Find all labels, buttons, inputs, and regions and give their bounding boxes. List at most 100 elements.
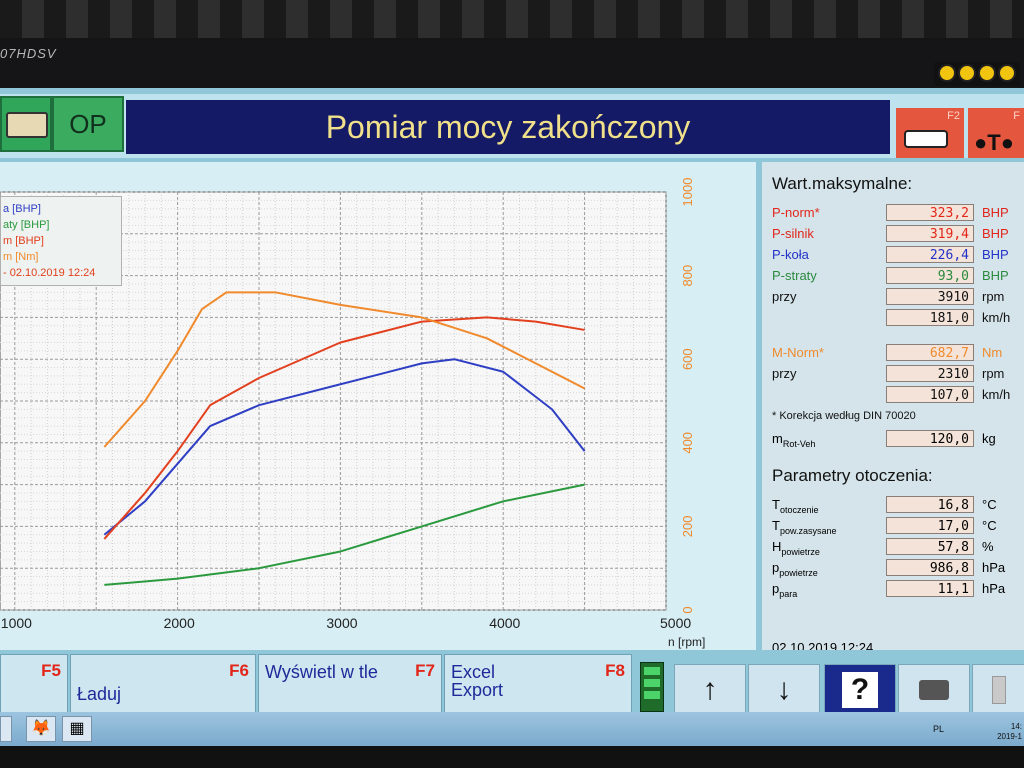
exit-button[interactable] bbox=[972, 664, 1024, 716]
environment-unit: % bbox=[982, 539, 994, 554]
f6-key-label: F6 bbox=[229, 661, 249, 680]
max-value: 682,7 bbox=[886, 344, 974, 361]
max-values-heading: Wart.maksymalne: bbox=[772, 174, 913, 193]
x-tick-label: 4000 bbox=[489, 615, 520, 631]
f7-background-button[interactable]: F7 Wyświetl w tle bbox=[258, 654, 442, 714]
environment-label: Hpowietrze bbox=[772, 539, 820, 557]
max-value-unit: BHP bbox=[982, 205, 1009, 220]
environment-row: ppowietrze 986,8 hPa bbox=[772, 559, 1022, 578]
f8-excel-export-button[interactable]: F8 Excel Export bbox=[444, 654, 632, 714]
help-icon: ? bbox=[842, 672, 878, 708]
environment-heading: Parametry otoczenia: bbox=[772, 466, 933, 485]
monitor-status-icons bbox=[934, 62, 1020, 86]
f8-label: Excel Export bbox=[451, 662, 504, 700]
max-value-unit: Nm bbox=[982, 345, 1003, 360]
car-icon bbox=[904, 130, 948, 148]
engine-button[interactable] bbox=[0, 96, 52, 152]
mass-row: mRot-Veh 120,0 kg bbox=[772, 430, 1022, 449]
x-axis-ticks: 1000 2000 3000 4000 5000 bbox=[1, 615, 692, 631]
max-value-row: M-Norm* 682,7 Nm bbox=[772, 344, 1022, 362]
plot-series bbox=[103, 291, 586, 586]
max-value-unit: BHP bbox=[982, 226, 1009, 241]
mass-label: mRot-Veh bbox=[772, 431, 816, 449]
f7-label: Wyświetl w tle bbox=[265, 662, 378, 682]
language-indicator[interactable]: PL bbox=[932, 724, 944, 734]
environment-row: Totoczenie 16,8 °C bbox=[772, 496, 1022, 515]
x-tick-label: 1000 bbox=[1, 615, 32, 631]
y-tick-label: 200 bbox=[680, 516, 695, 538]
max-value: 319,4 bbox=[886, 225, 974, 242]
environment-value: 17,0 bbox=[886, 517, 974, 534]
max-value-unit: km/h bbox=[982, 310, 1011, 325]
max-value-row: P-silnik 319,4 BHP bbox=[772, 225, 1022, 243]
correction-note: * Korekcja według DIN 70020 bbox=[772, 410, 916, 422]
max-value: 2310 bbox=[886, 365, 974, 382]
environment-label: ppara bbox=[772, 581, 798, 599]
series-line bbox=[104, 483, 585, 586]
x-tick-label: 3000 bbox=[326, 615, 357, 631]
status-led-indicator bbox=[640, 662, 664, 712]
op-button[interactable]: OP bbox=[52, 96, 124, 152]
y-tick-label: 400 bbox=[680, 432, 695, 454]
monitor-model-label: 07HDSV bbox=[0, 46, 57, 61]
legend-entry: m [BHP] bbox=[3, 235, 44, 247]
help-button[interactable]: ? bbox=[824, 664, 896, 716]
environment-value: 57,8 bbox=[886, 538, 974, 555]
x-axis-label: n [rpm] bbox=[668, 635, 705, 649]
environment-row: Hpowietrze 57,8% bbox=[772, 538, 1022, 557]
y-tick-label: 0 bbox=[680, 606, 695, 613]
max-value: 107,0 bbox=[886, 386, 974, 403]
environment-row: ppara 11,1 hPa bbox=[772, 580, 1022, 599]
rollers-icon: ●T● bbox=[974, 130, 1015, 155]
x-tick-label: 5000 bbox=[660, 615, 691, 631]
max-value-unit: rpm bbox=[982, 289, 1005, 304]
environment-row: Tpow.zasysane 17,0 °C bbox=[772, 517, 1022, 536]
max-value: 93,0 bbox=[886, 267, 974, 284]
f5-button[interactable]: F5 bbox=[0, 654, 68, 714]
max-value-row: przy 3910 rpm bbox=[772, 288, 1022, 306]
legend-entry: a [BHP] bbox=[3, 203, 41, 215]
environment-value: 16,8 bbox=[886, 496, 974, 513]
monitor-bottom-bezel bbox=[0, 746, 1024, 768]
environment-label: Totoczenie bbox=[772, 497, 819, 515]
max-value-unit: BHP bbox=[982, 268, 1009, 283]
max-value-label: P-norm* bbox=[772, 205, 820, 220]
legend-entry: m [Nm] bbox=[3, 251, 39, 263]
x-tick-label: 2000 bbox=[164, 615, 195, 631]
f2-vehicle-button[interactable]: F2 bbox=[896, 108, 964, 158]
max-value-row: przy 2310 rpm bbox=[772, 365, 1022, 383]
taskbar-start[interactable] bbox=[0, 716, 12, 742]
page-title: Pomiar mocy zakończony bbox=[126, 100, 890, 154]
engine-icon bbox=[6, 112, 48, 138]
max-value-label: M-Norm* bbox=[772, 345, 824, 360]
taskbar-clock: 14: 2019-1 bbox=[997, 722, 1022, 741]
print-button[interactable] bbox=[898, 664, 970, 716]
chart-legend: a [BHP] aty [BHP] m [BHP] m [Nm] - 02.10.201… bbox=[0, 196, 122, 286]
printer-icon bbox=[919, 680, 949, 700]
max-value: 226,4 bbox=[886, 246, 974, 263]
windows-taskbar bbox=[0, 712, 1024, 748]
firefox-icon[interactable]: 🦊 bbox=[26, 716, 56, 742]
f2-key-label: F2 bbox=[947, 110, 960, 122]
environment-unit: °C bbox=[982, 518, 997, 533]
environment-label: Tpow.zasysane bbox=[772, 518, 837, 536]
app-icon[interactable]: ▦ bbox=[62, 716, 92, 742]
max-value: 3910 bbox=[886, 288, 974, 305]
series-line bbox=[103, 291, 586, 448]
max-value-label: P-silnik bbox=[772, 226, 814, 241]
series-line bbox=[103, 316, 585, 540]
environment-unit: hPa bbox=[982, 581, 1006, 596]
y-tick-label: 800 bbox=[680, 265, 695, 287]
y-tick-label: 600 bbox=[680, 348, 695, 370]
f3-rollers-button[interactable]: F ●T● bbox=[968, 108, 1024, 158]
f6-load-button[interactable]: F6 Ładuj bbox=[70, 654, 256, 714]
f6-label: Ładuj bbox=[77, 684, 122, 704]
scroll-up-button[interactable]: ↑ bbox=[674, 664, 746, 716]
scroll-down-button[interactable]: ↓ bbox=[748, 664, 820, 716]
f3-key-label: F bbox=[1013, 110, 1020, 122]
y-axis-ticks: 0 200 400 600 800 1000 bbox=[680, 178, 695, 614]
legend-entry: - 02.10.2019 12:24 bbox=[3, 267, 96, 279]
environment-unit: °C bbox=[982, 497, 997, 512]
max-value: 181,0 bbox=[886, 309, 974, 326]
environment-value: 11,1 bbox=[886, 580, 974, 597]
